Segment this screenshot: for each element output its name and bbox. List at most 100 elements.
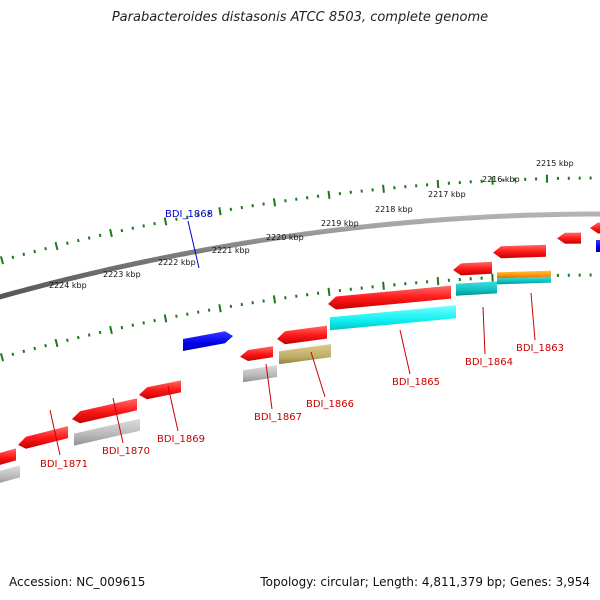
gene-red (18, 426, 68, 449)
lower-row-tick (87, 333, 91, 337)
accession-text: Accession: NC_009615 (9, 575, 146, 589)
gene-red (139, 380, 181, 400)
callout-bdi-1870 (112, 397, 124, 444)
callout-bdi-1864 (482, 306, 486, 355)
upper-row-tick (11, 255, 15, 259)
gene-gray (0, 465, 20, 483)
gene-teal (456, 281, 497, 296)
gene-label-bdi-1871: BDI_1871 (40, 459, 88, 470)
callout-bdi-1871 (49, 409, 61, 456)
gene-red (277, 325, 327, 345)
callout-bdi-1863 (530, 292, 536, 341)
kbp-label-2222: 2222 kbp (158, 258, 196, 267)
upper-row-tick (98, 233, 102, 238)
upper-row-tick (120, 228, 124, 233)
genome-title: Parabacteroides distasonis ATCC 8503, co… (111, 10, 489, 25)
gene-label-bdi-1863: BDI_1863 (516, 343, 564, 354)
lower-row-tick (186, 312, 189, 316)
upper-row-tick (175, 217, 178, 221)
gene-red (590, 222, 600, 234)
gene-label-bdi-1867: BDI_1867 (254, 412, 302, 423)
upper-row-tick (131, 226, 135, 230)
kbp-label-2216: 2216 kbp (482, 175, 520, 184)
callout-bdi-1869 (167, 385, 179, 432)
lower-row-tick (76, 335, 80, 340)
upper-row-tick (76, 238, 80, 243)
gene-blue (596, 240, 600, 252)
upper-row-tick (44, 246, 47, 251)
lower-row-tick (229, 304, 233, 308)
upper-row-tick (66, 241, 69, 245)
gene-red (557, 232, 581, 244)
kbp-label-2219: 2219 kbp (321, 219, 359, 228)
upper-row-tick (207, 211, 211, 215)
gene-labels: BDI_1868 BDI_1863 BDI_1864 BDI_1865 BDI_… (40, 209, 564, 470)
gene-orange (497, 270, 551, 279)
kbp-label-2220: 2220 kbp (266, 233, 304, 242)
gene-label-bdi-1864: BDI_1864 (465, 357, 513, 368)
upper-row-tick (186, 215, 189, 219)
lower-row-tick (142, 321, 145, 325)
gene-red (453, 261, 492, 276)
upper-row-tick (272, 198, 277, 207)
lower-row-tick (218, 304, 222, 313)
gene-red (240, 346, 273, 361)
upper-row-tick (196, 213, 200, 217)
gene-red (493, 244, 546, 259)
lower-row-tick (0, 353, 5, 362)
upper-row-tick (142, 224, 145, 228)
gene-features (0, 222, 600, 483)
upper-row-tick (436, 179, 440, 189)
lower-row-tick (272, 295, 277, 304)
kbp-labels: 2215 kbp 2216 kbp 2217 kbp 2218 kbp 2219… (49, 159, 574, 290)
upper-row-tick (33, 249, 37, 254)
kbp-label-2224: 2224 kbp (49, 281, 87, 290)
upper-row-tick (327, 190, 331, 199)
lower-row-tick (54, 338, 59, 348)
upper-row-tick (153, 221, 156, 226)
lower-row-tick (382, 281, 385, 290)
gene-label-bdi-1866: BDI_1866 (306, 399, 354, 410)
upper-row-tick (218, 207, 222, 216)
upper-row-tick (163, 217, 168, 226)
lower-row-tick (44, 343, 47, 348)
kbp-label-2215: 2215 kbp (536, 159, 574, 168)
kbp-label-2221: 2221 kbp (212, 246, 250, 255)
gene-gray (243, 365, 277, 383)
upper-row-tick (0, 256, 5, 265)
gene-red (0, 448, 16, 465)
gene-label-bdi-1870: BDI_1870 (102, 446, 150, 457)
upper-row-tick (382, 184, 385, 193)
lower-row-tick (196, 310, 200, 314)
gene-callout-lines (49, 220, 536, 456)
backbone-line (0, 211, 600, 300)
lower-row-tick (207, 308, 211, 312)
lower-row-tick (22, 349, 26, 354)
lower-row-tick (109, 325, 113, 335)
gene-red (328, 285, 451, 310)
lower-row-tick (327, 287, 331, 296)
lower-row-tick (11, 352, 15, 356)
callout-bdi-1865 (399, 329, 411, 375)
lower-row-tick (120, 325, 124, 330)
gene-gray (74, 418, 140, 446)
upper-row-tick (109, 228, 113, 238)
gene-red (72, 398, 137, 424)
gene-label-bdi-1869: BDI_1869 (157, 434, 205, 445)
lower-row-tick (98, 330, 102, 335)
callout-bdi-1868 (187, 220, 200, 269)
gene-blue (183, 331, 233, 351)
kbp-label-2218: 2218 kbp (375, 205, 413, 214)
gene-label-bdi-1865: BDI_1865 (392, 377, 440, 388)
gene-cyan (330, 305, 456, 331)
kbp-label-2223: 2223 kbp (103, 270, 141, 279)
lower-row-tick (163, 314, 168, 323)
callout-bdi-1867 (265, 363, 273, 410)
lower-row-tick (33, 346, 37, 351)
lower-row-tick (436, 276, 440, 286)
genome-backbone (0, 211, 600, 300)
lower-row-tick (153, 318, 156, 323)
callout-bdi-1866 (310, 351, 326, 398)
gene-label-bdi-1868: BDI_1868 (165, 209, 213, 220)
